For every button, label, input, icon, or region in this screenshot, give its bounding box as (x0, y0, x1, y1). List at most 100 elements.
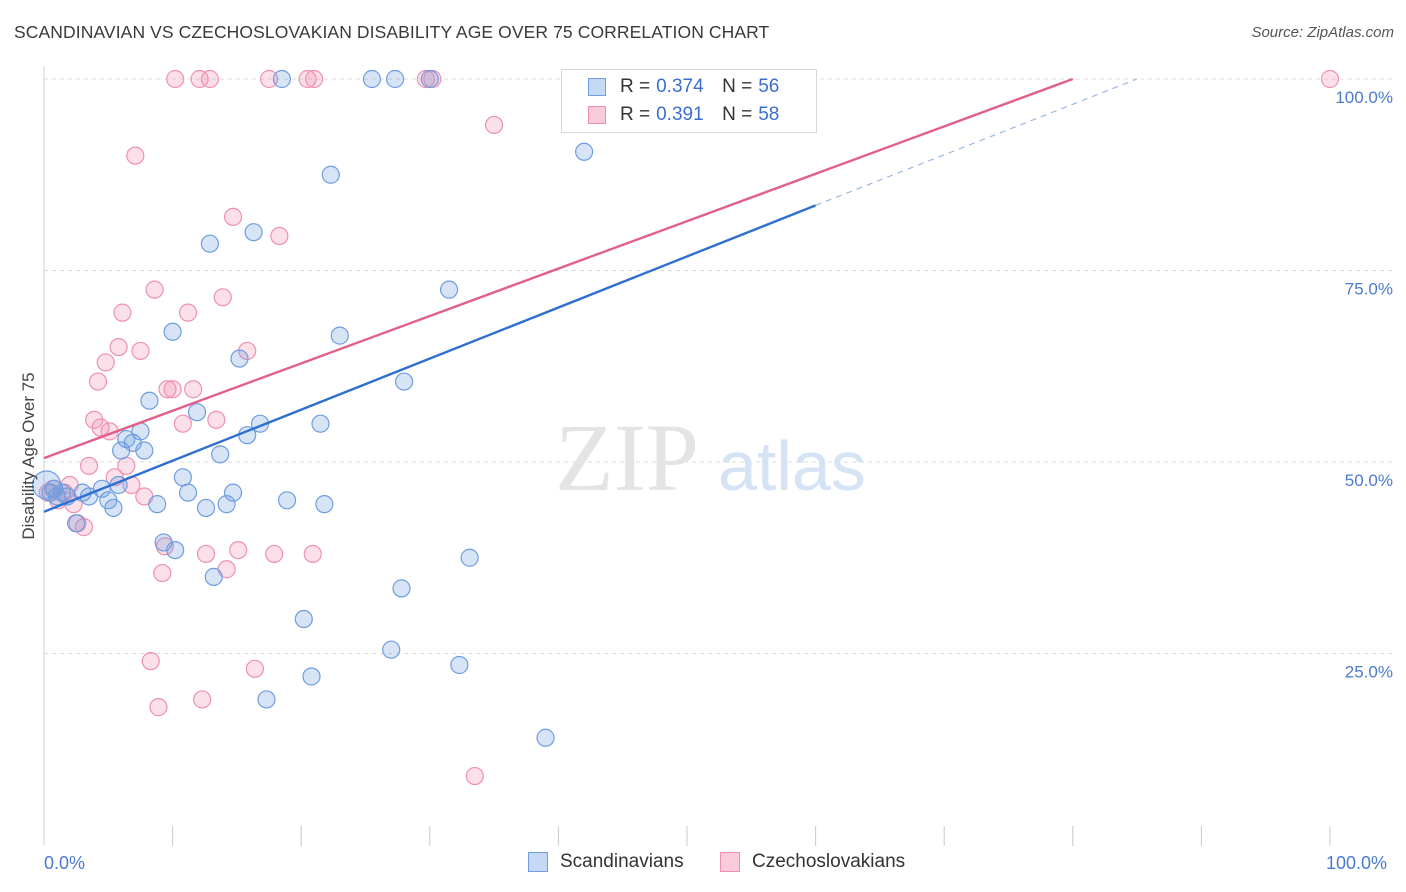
data-point-czechoslovakians (1320, 69, 1340, 89)
data-point-czechoslovakians (153, 563, 172, 583)
data-point-czechoslovakians (193, 690, 212, 709)
data-point-scandinavians (166, 540, 185, 560)
series-scandinavians (31, 69, 729, 747)
data-point-scandinavians (223, 483, 243, 502)
data-point-scandinavians (217, 495, 236, 514)
data-point-czechoslovakians (113, 303, 132, 322)
data-point-czechoslovakians (265, 544, 284, 564)
data-point-scandinavians (204, 567, 223, 587)
source-label: Source: ZipAtlas.com (1251, 24, 1394, 41)
y-tick-label: 100.0% (1335, 88, 1393, 107)
bottom-legend-label: Scandinavians (560, 851, 684, 872)
data-point-czechoslovakians (207, 410, 226, 429)
data-point-scandinavians (104, 498, 123, 518)
data-point-scandinavians (450, 655, 469, 675)
data-point-czechoslovakians (238, 341, 257, 361)
legend: R = 0.374 N = 56 R = 0.391 N = 58 (561, 69, 817, 133)
data-point-czechoslovakians (109, 338, 128, 357)
data-point-czechoslovakians (91, 418, 110, 437)
data-point-scandinavians (302, 667, 321, 686)
data-point-czechoslovakians (163, 380, 182, 399)
y-axis-label: Disability Age Over 75 (19, 372, 38, 539)
legend-n-value: 58 (758, 104, 780, 125)
data-point-scandinavians (187, 403, 207, 422)
trend-line-extension (815, 78, 1138, 206)
trend-line-scandinavians (43, 204, 817, 513)
watermark: ZIP atlas (555, 404, 866, 511)
data-point-scandinavians (272, 69, 292, 89)
data-point-czechoslovakians (304, 69, 324, 89)
data-point-scandinavians (536, 728, 555, 747)
data-point-scandinavians (244, 223, 263, 242)
data-point-czechoslovakians (245, 659, 265, 678)
data-point-scandinavians (385, 69, 405, 89)
data-point-scandinavians (294, 609, 313, 629)
data-point-scandinavians (173, 468, 192, 487)
data-point-czechoslovakians (465, 766, 484, 786)
data-point-scandinavians (211, 445, 230, 464)
y-tick-labels: 25.0% 50.0% 75.0% 100.0% (1335, 88, 1393, 682)
legend-swatch-scandinavians (588, 78, 606, 96)
data-point-czechoslovakians (485, 115, 504, 135)
data-point-scandinavians (178, 483, 198, 502)
data-point-czechoslovakians (117, 456, 136, 475)
data-point-czechoslovakians (126, 146, 145, 165)
y-tick-label: 75.0% (1345, 280, 1393, 299)
data-point-czechoslovakians (173, 414, 192, 433)
legend-swatch-czechoslovakians (588, 106, 606, 124)
legend-swatch-czechoslovakians (720, 852, 740, 872)
data-point-scandinavians (392, 579, 411, 598)
x-tick-label-max: 100.0% (1326, 853, 1388, 873)
data-point-scandinavians (460, 548, 479, 567)
data-point-scandinavians (230, 349, 249, 368)
data-point-scandinavians (420, 69, 439, 89)
grid (44, 78, 1394, 654)
bottom-legend-label: Czechoslovakians (752, 851, 906, 872)
data-point-czechoslovakians (229, 540, 248, 560)
legend-r-label: R = (620, 104, 651, 125)
chart-title: SCANDINAVIAN VS CZECHOSLOVAKIAN DISABILI… (14, 22, 770, 42)
watermark-zip: ZIP (555, 404, 699, 511)
data-point-scandinavians (163, 322, 182, 341)
data-point-scandinavians (330, 326, 349, 345)
legend-n-label: N = (722, 104, 753, 125)
data-point-scandinavians (439, 280, 459, 299)
data-point-czechoslovakians (149, 698, 168, 717)
y-tick-label: 25.0% (1345, 663, 1393, 682)
legend-r-label: R = (620, 76, 651, 97)
legend-r-value: 0.391 (656, 104, 704, 125)
data-point-czechoslovakians (141, 652, 160, 671)
data-point-czechoslovakians (223, 207, 243, 226)
legend-row-scandinavians: R = 0.374 N = 56 (562, 73, 779, 101)
legend-n-value: 56 (758, 76, 780, 97)
data-point-scandinavians (315, 495, 334, 514)
data-point-czechoslovakians (270, 226, 289, 246)
data-point-czechoslovakians (145, 280, 164, 299)
axes (43, 66, 1331, 846)
data-point-scandinavians (135, 441, 154, 460)
data-point-czechoslovakians (303, 544, 322, 564)
data-point-czechoslovakians (213, 288, 232, 307)
data-point-czechoslovakians (416, 69, 436, 89)
data-point-scandinavians (196, 498, 216, 518)
data-point-czechoslovakians (298, 69, 317, 89)
data-point-scandinavians (321, 165, 340, 184)
data-point-czechoslovakians (79, 456, 99, 475)
legend-row-czechoslovakians: R = 0.391 N = 58 (562, 101, 779, 129)
legend-n-label: N = (722, 76, 753, 97)
data-point-czechoslovakians (200, 69, 219, 89)
bottom-legend: Scandinavians Czechoslovakians (0, 851, 1406, 877)
data-point-scandinavians (148, 495, 167, 514)
data-point-czechoslovakians (96, 353, 115, 372)
data-point-scandinavians (67, 514, 86, 533)
data-point-scandinavians (200, 234, 219, 253)
data-point-scandinavians (140, 391, 159, 410)
data-point-scandinavians (362, 69, 382, 89)
data-point-czechoslovakians (158, 380, 177, 399)
data-point-czechoslovakians (178, 303, 198, 322)
x-tick-label-min: 0.0% (44, 853, 86, 873)
data-point-czechoslovakians (88, 372, 108, 391)
data-point-czechoslovakians (184, 380, 203, 399)
series-czechoslovakians (38, 69, 1340, 786)
